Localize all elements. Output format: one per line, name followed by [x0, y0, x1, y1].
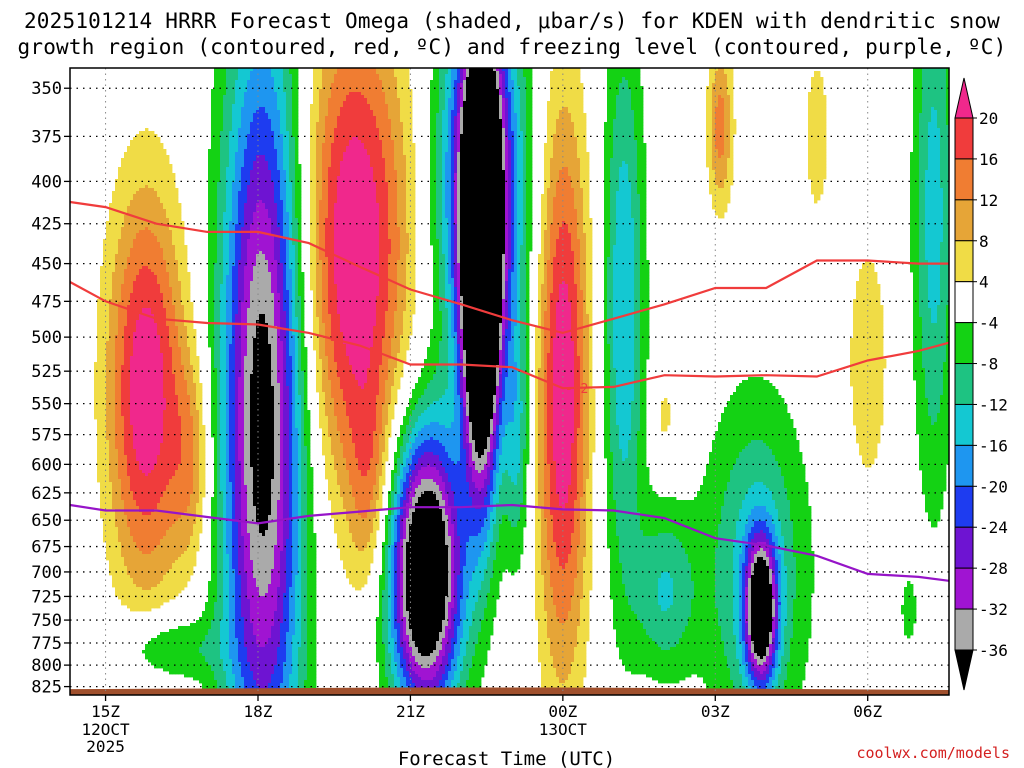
colorbar-bin [955, 568, 973, 609]
colorbar-tick-label: -32 [979, 600, 1008, 619]
y-tick-label: 450 [31, 255, 62, 275]
colorbar-bin [955, 486, 973, 527]
colorbar-tick-label: 8 [979, 232, 989, 251]
y-tick-label: 525 [31, 362, 62, 382]
y-tick-label: 750 [31, 611, 62, 631]
colorbar-bin [955, 159, 973, 200]
y-tick-label: 375 [31, 127, 62, 147]
y-tick-label: 625 [31, 484, 62, 504]
colorbar-bottom-arrow [955, 650, 973, 690]
x-tick-label: 18Z [244, 702, 273, 721]
x-tick-label: 00Z [548, 702, 577, 721]
colorbar-tick-label: -24 [979, 518, 1008, 537]
y-tick-label: 575 [31, 426, 62, 446]
colorbar-bin [955, 609, 973, 650]
colorbar-tick-label: -12 [979, 395, 1008, 414]
colorbar-tick-label: -16 [979, 436, 1008, 455]
colorbar-tick-label: 20 [979, 109, 998, 128]
x-tick-sublabel: 13OCT [539, 720, 588, 739]
terrain-band [70, 687, 949, 695]
colorbar-top-arrow [955, 78, 973, 118]
colorbar-tick-label: 4 [979, 273, 989, 292]
omega-shaded-field [94, 68, 949, 695]
colorbar-bin [955, 323, 973, 364]
x-tick-label: 21Z [396, 702, 425, 721]
y-tick-label: 675 [31, 538, 62, 558]
y-tick-label: 475 [31, 292, 62, 312]
y-tick-label: 350 [31, 79, 62, 99]
x-axis-title: Forecast Time (UTC) [398, 748, 615, 768]
y-tick-label: 500 [31, 328, 62, 348]
x-tick-label: 03Z [701, 702, 730, 721]
y-tick-label: 775 [31, 634, 62, 654]
colorbar-bin [955, 527, 973, 568]
colorbar-tick-label: -8 [979, 355, 998, 374]
y-tick-label: 650 [31, 511, 62, 531]
y-tick-label: 800 [31, 656, 62, 676]
colorbar-tick-label: 16 [979, 150, 998, 169]
colorbar-tick-label: -28 [979, 559, 1008, 578]
x-tick-label: 15Z [91, 702, 120, 721]
y-tick-label: 400 [31, 172, 62, 192]
y-tick-label: 425 [31, 215, 62, 235]
colorbar-bin [955, 445, 973, 486]
colorbar-tick-label: -4 [979, 314, 998, 333]
colorbar-tick-label: -36 [979, 641, 1008, 660]
colorbar-bin [955, 404, 973, 445]
y-tick-label: 700 [31, 563, 62, 583]
dgz-contour-label: -12 [565, 382, 588, 397]
colorbar: 20 16 12 8 4 -4 -8 -12 -16 -20 -24 -28 -32 -36 [955, 78, 1008, 690]
y-axis: 350 375 400 425 450 475 500 525 550 575 600 625 650 6… [31, 79, 70, 697]
x-tick-label: 06Z [853, 702, 882, 721]
y-tick-label: 825 [31, 678, 62, 698]
colorbar-bin [955, 282, 973, 323]
colorbar-bin [955, 241, 973, 282]
y-tick-label: 725 [31, 587, 62, 607]
x-tick-sublabel: 2025 [86, 737, 125, 756]
colorbar-tick-label: -20 [979, 477, 1008, 496]
colorbar-bin [955, 364, 973, 405]
y-tick-label: 600 [31, 455, 62, 475]
colorbar-tick-label: 12 [979, 191, 998, 210]
colorbar-bin [955, 200, 973, 241]
credit-link[interactable]: coolwx.com/models [856, 744, 1010, 762]
colorbar-bin [955, 118, 973, 159]
y-tick-label: 550 [31, 395, 62, 415]
